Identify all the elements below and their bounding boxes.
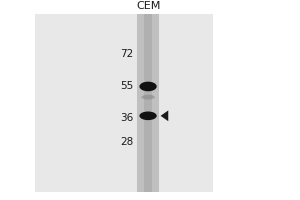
Bar	[34, 14, 212, 192]
Text: 55: 55	[120, 81, 134, 91]
Polygon shape	[160, 110, 168, 121]
Ellipse shape	[140, 111, 157, 120]
Ellipse shape	[141, 95, 155, 100]
Text: CEM: CEM	[136, 1, 160, 11]
Bar	[137, 14, 159, 192]
Text: 28: 28	[120, 137, 134, 147]
Ellipse shape	[140, 82, 157, 91]
Text: 72: 72	[120, 49, 134, 59]
Text: 36: 36	[120, 113, 134, 123]
Bar	[144, 14, 152, 192]
